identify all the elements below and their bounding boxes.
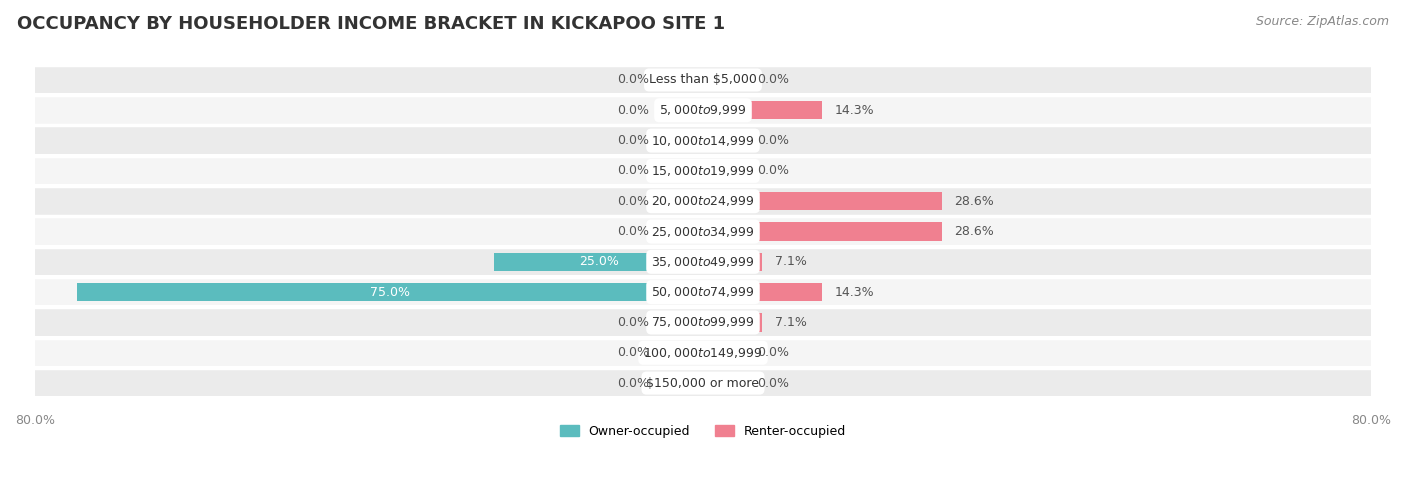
- Text: 0.0%: 0.0%: [758, 377, 789, 390]
- Text: 0.0%: 0.0%: [617, 316, 648, 329]
- Bar: [35, 248, 1371, 275]
- Bar: [35, 188, 1371, 214]
- Text: 14.3%: 14.3%: [835, 104, 875, 117]
- Bar: [35, 157, 1371, 184]
- Bar: [661, 223, 703, 241]
- Text: $50,000 to $74,999: $50,000 to $74,999: [651, 285, 755, 299]
- Text: 0.0%: 0.0%: [758, 346, 789, 359]
- Text: 14.3%: 14.3%: [835, 286, 875, 298]
- Text: 0.0%: 0.0%: [617, 164, 648, 177]
- Bar: [661, 344, 703, 362]
- Bar: [35, 370, 1371, 397]
- Bar: [661, 313, 703, 331]
- Text: 0.0%: 0.0%: [617, 134, 648, 147]
- Bar: [703, 253, 762, 271]
- Text: $15,000 to $19,999: $15,000 to $19,999: [651, 164, 755, 178]
- Text: $20,000 to $24,999: $20,000 to $24,999: [651, 194, 755, 208]
- Text: 0.0%: 0.0%: [617, 346, 648, 359]
- Bar: [703, 374, 745, 392]
- Text: Less than $5,000: Less than $5,000: [650, 73, 756, 87]
- Bar: [703, 283, 823, 301]
- Text: $25,000 to $34,999: $25,000 to $34,999: [651, 225, 755, 239]
- Bar: [661, 162, 703, 180]
- Legend: Owner-occupied, Renter-occupied: Owner-occupied, Renter-occupied: [555, 420, 851, 443]
- Text: $35,000 to $49,999: $35,000 to $49,999: [651, 255, 755, 269]
- Bar: [703, 192, 942, 210]
- Text: $100,000 to $149,999: $100,000 to $149,999: [644, 346, 762, 360]
- Text: $150,000 or more: $150,000 or more: [647, 377, 759, 390]
- Text: 7.1%: 7.1%: [775, 316, 807, 329]
- Text: $10,000 to $14,999: $10,000 to $14,999: [651, 134, 755, 148]
- Bar: [661, 132, 703, 150]
- Bar: [661, 374, 703, 392]
- Bar: [703, 313, 762, 331]
- Bar: [35, 218, 1371, 245]
- Bar: [35, 127, 1371, 154]
- Text: $5,000 to $9,999: $5,000 to $9,999: [659, 103, 747, 117]
- Text: Source: ZipAtlas.com: Source: ZipAtlas.com: [1256, 15, 1389, 28]
- Text: 0.0%: 0.0%: [758, 164, 789, 177]
- Bar: [661, 71, 703, 89]
- Text: 25.0%: 25.0%: [579, 255, 619, 268]
- Bar: [35, 339, 1371, 366]
- Text: 75.0%: 75.0%: [370, 286, 411, 298]
- Text: 7.1%: 7.1%: [775, 255, 807, 268]
- Bar: [495, 253, 703, 271]
- Text: 0.0%: 0.0%: [617, 195, 648, 208]
- Text: 0.0%: 0.0%: [758, 73, 789, 87]
- Bar: [703, 71, 745, 89]
- Bar: [661, 101, 703, 120]
- Bar: [35, 279, 1371, 306]
- Bar: [703, 344, 745, 362]
- Text: OCCUPANCY BY HOUSEHOLDER INCOME BRACKET IN KICKAPOO SITE 1: OCCUPANCY BY HOUSEHOLDER INCOME BRACKET …: [17, 15, 725, 33]
- Bar: [703, 162, 745, 180]
- Text: 0.0%: 0.0%: [617, 225, 648, 238]
- Bar: [35, 97, 1371, 123]
- Text: 28.6%: 28.6%: [955, 225, 994, 238]
- Text: 0.0%: 0.0%: [617, 73, 648, 87]
- Bar: [703, 223, 942, 241]
- Text: 0.0%: 0.0%: [617, 104, 648, 117]
- Text: $75,000 to $99,999: $75,000 to $99,999: [651, 315, 755, 330]
- Bar: [703, 101, 823, 120]
- Bar: [661, 192, 703, 210]
- Bar: [77, 283, 703, 301]
- Text: 28.6%: 28.6%: [955, 195, 994, 208]
- Bar: [35, 67, 1371, 93]
- Text: 0.0%: 0.0%: [617, 377, 648, 390]
- Bar: [703, 132, 745, 150]
- Text: 0.0%: 0.0%: [758, 134, 789, 147]
- Bar: [35, 309, 1371, 336]
